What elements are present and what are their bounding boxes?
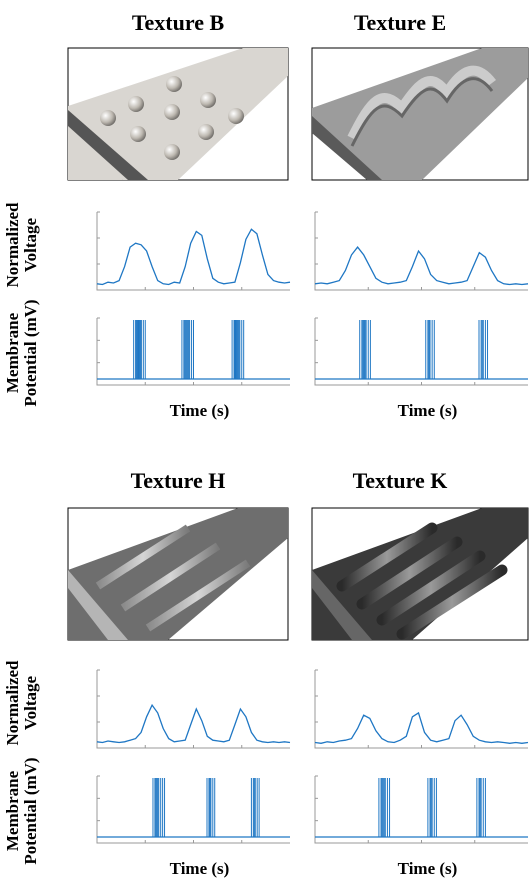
axis bbox=[97, 670, 290, 748]
texture-e-render bbox=[312, 48, 528, 180]
axis bbox=[315, 776, 528, 843]
texture-b-render bbox=[68, 48, 288, 180]
panel-title: Texture E bbox=[354, 10, 446, 35]
panel-title: Texture H bbox=[131, 468, 226, 493]
axis bbox=[315, 670, 528, 748]
voltage-trace bbox=[97, 229, 290, 284]
y-axis-label: Normalized bbox=[3, 202, 22, 288]
panel-title: Texture B bbox=[132, 10, 225, 35]
x-axis-label: Time (s) bbox=[398, 859, 458, 878]
voltage-trace bbox=[315, 247, 528, 284]
voltage-trace bbox=[315, 713, 528, 743]
figure: NormalizedVoltageMembranePotential (mV)T… bbox=[0, 0, 529, 893]
texture-k-render bbox=[312, 508, 528, 640]
y-axis-label: Membrane bbox=[3, 312, 22, 393]
y-axis-label: Voltage bbox=[21, 675, 40, 730]
panel-title: Texture K bbox=[353, 468, 448, 493]
x-axis-label: Time (s) bbox=[170, 401, 230, 420]
voltage-trace bbox=[97, 705, 290, 742]
texture-h-render bbox=[68, 508, 288, 640]
x-axis-label: Time (s) bbox=[170, 859, 230, 878]
y-axis-label: Voltage bbox=[21, 217, 40, 272]
y-axis-label: Membrane bbox=[3, 770, 22, 851]
y-axis-label: Potential (mV) bbox=[21, 757, 40, 864]
y-axis-label: Potential (mV) bbox=[21, 299, 40, 406]
x-axis-label: Time (s) bbox=[398, 401, 458, 420]
axis bbox=[97, 776, 290, 843]
axis bbox=[315, 318, 528, 385]
y-axis-label: Normalized bbox=[3, 660, 22, 746]
